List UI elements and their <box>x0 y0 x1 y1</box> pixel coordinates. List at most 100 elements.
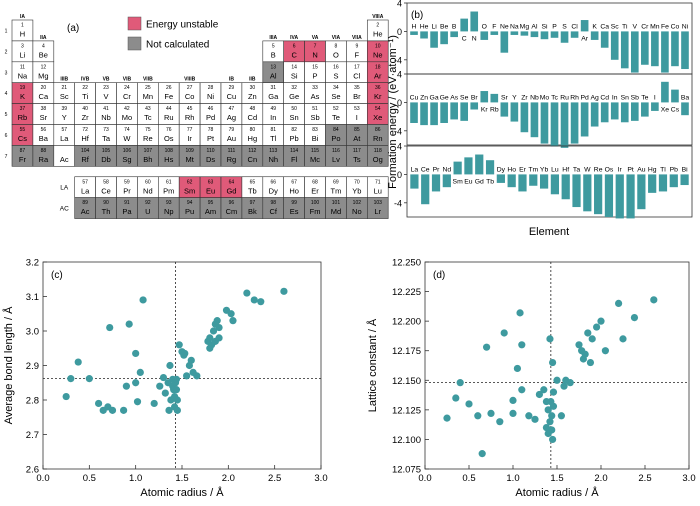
bar <box>658 174 668 192</box>
bar-label: La <box>411 166 419 173</box>
data-point <box>593 323 601 331</box>
data-point <box>549 388 558 396</box>
atomic-number: 41 <box>103 106 109 112</box>
x-tick-label: 3.0 <box>682 473 695 484</box>
bar <box>421 174 430 205</box>
atomic-number: 1 <box>21 23 24 29</box>
data-point <box>74 358 82 366</box>
element-symbol: Fl <box>291 155 298 164</box>
element-symbol: Sr <box>40 113 48 122</box>
atomic-number: 78 <box>208 127 214 133</box>
data-point <box>257 298 265 306</box>
bar-label: Tl <box>660 166 666 173</box>
element-symbol: Ag <box>227 113 236 122</box>
bar-label: Mg <box>520 23 530 30</box>
atomic-number: 40 <box>82 106 88 112</box>
bar <box>430 102 438 126</box>
atomic-number: 72 <box>82 127 88 133</box>
data-point <box>122 382 130 390</box>
element-symbol: Rb <box>18 113 28 122</box>
element-symbol: Zr <box>82 113 90 122</box>
y-tick-label: 2.6 <box>26 465 39 476</box>
data-point <box>546 418 554 426</box>
atomic-number: 70 <box>354 179 360 185</box>
data-point <box>95 399 103 408</box>
atomic-number: 115 <box>311 148 319 154</box>
y-tick-label: 12.125 <box>392 405 421 416</box>
bar-label: P <box>552 23 557 30</box>
bar-label: Ni <box>682 23 689 30</box>
group-label: IIB <box>249 77 256 83</box>
bar <box>420 102 428 126</box>
y-tick-label: 12.200 <box>392 317 421 328</box>
bar-label: Sc <box>611 23 620 30</box>
legend-label: Energy unstable <box>146 20 219 31</box>
bar <box>464 157 473 175</box>
group-label: IVA <box>290 35 298 41</box>
data-point <box>465 400 473 408</box>
y-tick-label: 12.075 <box>392 465 421 476</box>
bar-label: C <box>462 35 467 42</box>
element-symbol: Fe <box>164 92 173 101</box>
y-tick-label: -4 <box>394 198 402 208</box>
bar-label: Na <box>510 23 519 30</box>
data-point <box>478 450 486 458</box>
element-symbol: Fm <box>310 207 321 216</box>
data-point <box>215 334 223 342</box>
x-tick-label: 2.5 <box>268 473 281 484</box>
data-point <box>215 323 223 332</box>
element-symbol: Cm <box>226 207 238 216</box>
bar <box>620 31 629 69</box>
bar-label: Bi <box>682 166 689 173</box>
data-point <box>120 406 128 414</box>
data-point <box>150 399 158 408</box>
element-symbol: Cf <box>270 207 278 216</box>
bar-label: Sr <box>501 94 509 101</box>
bar-label: Ta <box>573 166 580 173</box>
atomic-number: 42 <box>124 106 130 112</box>
x-tick-label: 0.0 <box>418 473 431 484</box>
bar <box>615 174 624 219</box>
element-symbol: Gd <box>226 186 236 195</box>
data-point <box>229 317 237 325</box>
atomic-number: 47 <box>229 106 235 112</box>
element-symbol: Bk <box>248 207 257 216</box>
bond-length-scatter-panel: (c) 0.0 0.5 1.0 1.5 2.0 2.5 3.0 2.6 2.7 2.8 2.9 3.0 3… <box>2 258 328 500</box>
data-point <box>136 368 144 376</box>
bar <box>680 174 689 186</box>
bar-label: Pt <box>627 166 634 173</box>
subplot-frame <box>406 145 693 218</box>
atomic-number: 69 <box>333 179 339 185</box>
atomic-number: 94 <box>187 200 193 206</box>
element-symbol: Hg <box>248 134 258 143</box>
x-tick-label: 1.0 <box>129 473 142 484</box>
bar <box>610 102 619 120</box>
data-point <box>553 376 561 384</box>
element-symbol: Rg <box>227 155 237 164</box>
atomic-number: 116 <box>332 148 340 154</box>
atomic-number: 52 <box>333 106 339 112</box>
bar <box>671 31 679 67</box>
y-tick-label: 12.150 <box>392 376 421 387</box>
element-symbol: Y <box>62 113 67 122</box>
bar-label: He <box>420 23 429 30</box>
atomic-number: 35 <box>354 85 360 91</box>
bar-label: Sm <box>453 178 464 185</box>
atomic-number: 2 <box>376 23 379 29</box>
element-symbol: Ts <box>353 155 361 164</box>
atomic-number: 10 <box>375 43 381 49</box>
x-tick-label: 3.0 <box>314 473 327 484</box>
data-point <box>159 373 168 382</box>
bar <box>496 174 505 183</box>
bar-label: Hf <box>562 166 569 173</box>
y-tick-label: 12.225 <box>392 287 421 298</box>
element-symbol: Au <box>227 134 236 143</box>
data-point <box>615 299 623 307</box>
y-tick-label: 4 <box>397 142 402 152</box>
bar <box>470 11 479 32</box>
atomic-number: 109 <box>185 148 194 154</box>
element-symbol: Hf <box>81 134 89 143</box>
atomic-number: 98 <box>270 200 276 206</box>
